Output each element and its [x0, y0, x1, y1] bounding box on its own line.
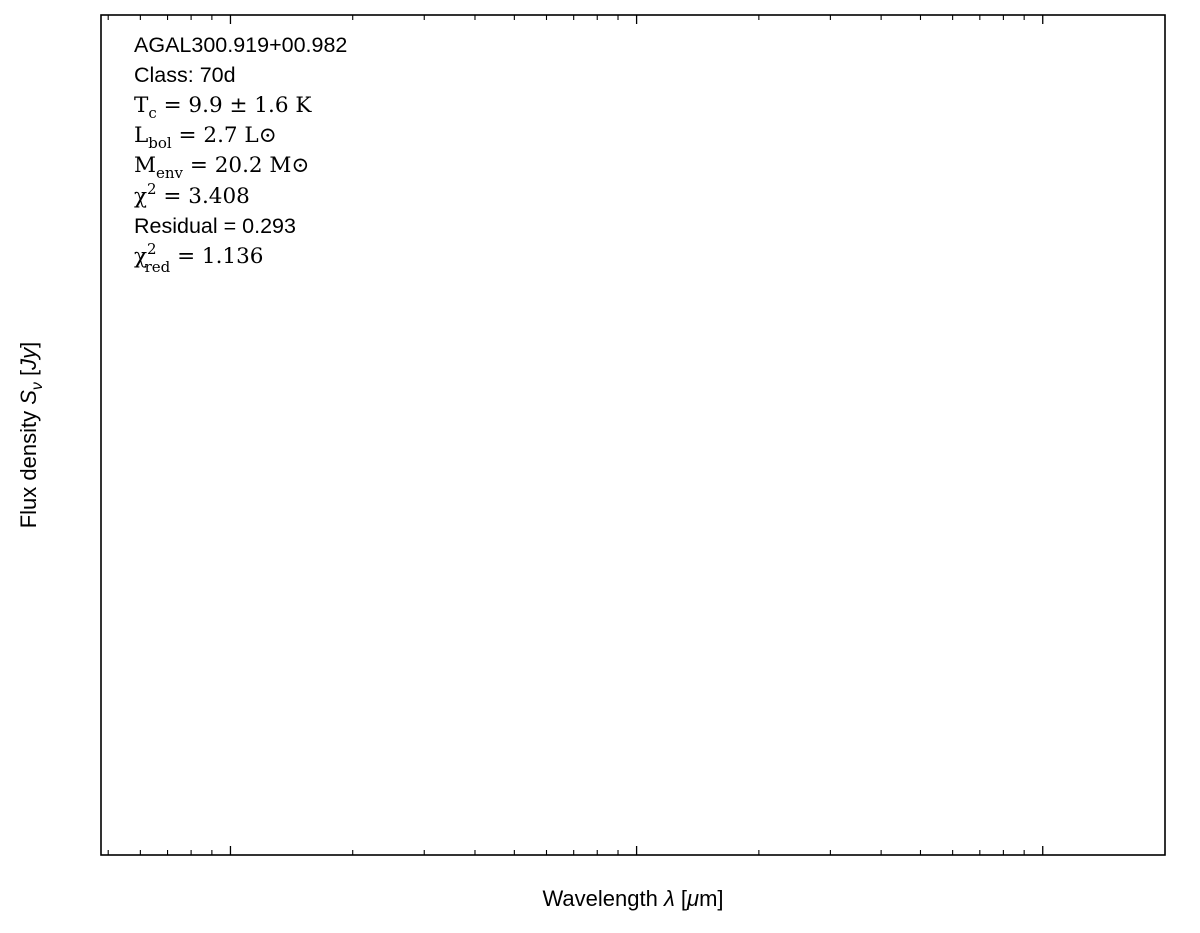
axes-spines: [100, 14, 1166, 856]
axes-frame: [100, 14, 1166, 856]
y-axis-label: Flux density Sν [Jy]: [16, 342, 46, 529]
annotation-temperature: Tc = 9.9 ± 1.6 K: [134, 93, 312, 122]
x-axis-label: Wavelength λ [μm]: [542, 886, 723, 911]
annotation-luminosity: Lbol = 2.7 L⊙: [134, 123, 277, 152]
annotation-source-name: AGAL300.919+00.982: [134, 33, 347, 57]
annotation-class: Class: 70d: [134, 63, 236, 87]
annotation-block: AGAL300.919+00.982 Class: 70d Tc = 9.9 ±…: [134, 33, 347, 276]
annotation-residual: Residual = 0.293: [134, 214, 296, 238]
tick-marks: [107, 15, 1166, 855]
annotation-mass: Menv = 20.2 M⊙: [134, 153, 309, 182]
annotation-chi2-reduced: χ2 red = 1.136: [134, 240, 263, 276]
axis-titles: Wavelength λ [μm] Flux density Sν [Jy]: [16, 342, 724, 911]
annotation-chi2: χ2 = 3.408: [134, 180, 250, 209]
